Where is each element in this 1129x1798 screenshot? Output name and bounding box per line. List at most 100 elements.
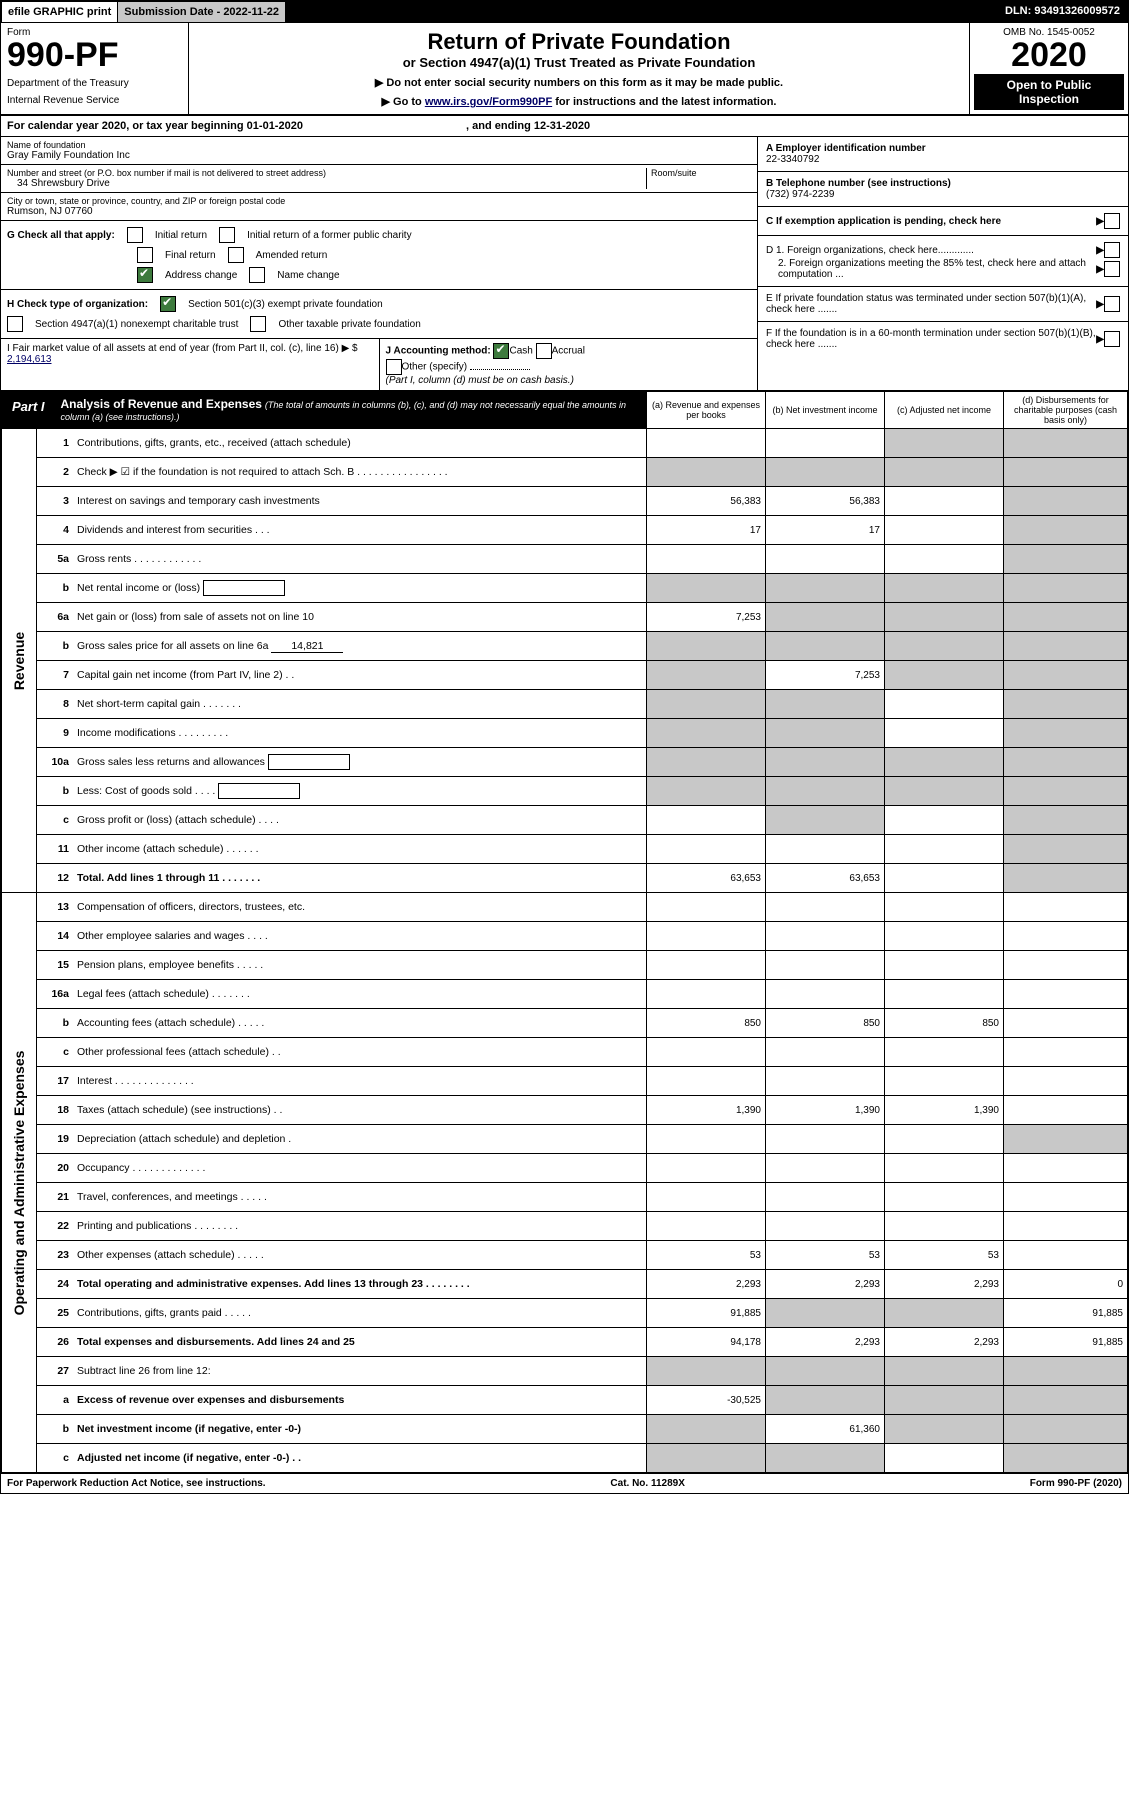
table-row: 8Net short-term capital gain . . . . . .… [2,690,1128,719]
cell-b: 56,383 [766,487,885,516]
table-row: 17Interest . . . . . . . . . . . . . . [2,1067,1128,1096]
cell-c [885,1357,1004,1386]
initial-return-checkbox[interactable] [127,227,143,243]
section-j: J Accounting method: Cash Accrual Other … [380,339,758,390]
cell-a [647,1444,766,1473]
cell-c [885,864,1004,893]
cell-b [766,806,885,835]
cell-b [766,777,885,806]
cell-d [1004,632,1128,661]
line-number: 4 [37,516,74,545]
cell-c [885,1299,1004,1328]
s4947-checkbox[interactable] [7,316,23,332]
foreign-org-checkbox[interactable] [1104,242,1120,258]
final-return-label: Final return [165,250,216,261]
cell-d [1004,922,1128,951]
cell-b [766,574,885,603]
col-a-header: (a) Revenue and expenses per books [647,392,766,429]
line-label: Accounting fees (attach schedule) . . . … [73,1009,647,1038]
cell-a: 53 [647,1241,766,1270]
line-number: 27 [37,1357,74,1386]
ein-label: A Employer identification number [766,143,1120,154]
table-row: 3Interest on savings and temporary cash … [2,487,1128,516]
initial-former-checkbox[interactable] [219,227,235,243]
s501c3-checkbox[interactable] [160,296,176,312]
cell-a [647,1212,766,1241]
cell-b: 1,390 [766,1096,885,1125]
line-label: Occupancy . . . . . . . . . . . . . [73,1154,647,1183]
arrow-icon: ▶ [1096,299,1104,310]
col-b-header: (b) Net investment income [766,392,885,429]
cell-c [885,777,1004,806]
phone-label: B Telephone number (see instructions) [766,178,1120,189]
part1-tag: Part I [2,393,55,427]
line-label: Contributions, gifts, grants, etc., rece… [73,429,647,458]
cell-a [647,545,766,574]
line-number: 19 [37,1125,74,1154]
foundation-name: Gray Family Foundation Inc [7,150,751,161]
line-label: Contributions, gifts, grants paid . . . … [73,1299,647,1328]
cell-b [766,1154,885,1183]
cell-b [766,1125,885,1154]
line-number: b [37,1415,74,1444]
arrow-icon: ▶ [1096,216,1104,227]
line-label: Excess of revenue over expenses and disb… [73,1386,647,1415]
cell-a [647,893,766,922]
s501c3-label: Section 501(c)(3) exempt private foundat… [188,299,383,310]
year-end: 12-31-2020 [534,120,590,132]
cell-a [647,951,766,980]
amended-return-label: Amended return [256,250,328,261]
line-number: 16a [37,980,74,1009]
exemption-pending-checkbox[interactable] [1104,213,1120,229]
status-terminated-checkbox[interactable] [1104,296,1120,312]
cell-b [766,951,885,980]
table-row: 26Total expenses and disbursements. Add … [2,1328,1128,1357]
other-method-checkbox[interactable] [386,359,402,375]
table-row: 15Pension plans, employee benefits . . .… [2,951,1128,980]
cell-d [1004,1183,1128,1212]
cell-b [766,632,885,661]
name-change-checkbox[interactable] [249,267,265,283]
60month-checkbox[interactable] [1104,331,1120,347]
cell-c [885,1415,1004,1444]
other-taxable-label: Other taxable private foundation [278,319,420,330]
line-number: 13 [37,893,74,922]
instructions-link[interactable]: www.irs.gov/Form990PF [425,96,552,108]
line-number: 17 [37,1067,74,1096]
line-label: Other professional fees (attach schedule… [73,1038,647,1067]
fmv-value[interactable]: 2,194,613 [7,354,52,365]
cell-c [885,487,1004,516]
cell-b: 63,653 [766,864,885,893]
cell-a [647,1067,766,1096]
cell-b [766,690,885,719]
cell-b [766,1386,885,1415]
cell-c [885,603,1004,632]
cell-a [647,835,766,864]
cell-b: 2,293 [766,1270,885,1299]
cell-c [885,1444,1004,1473]
foreign-85-checkbox[interactable] [1104,261,1120,277]
line-label: Other employee salaries and wages . . . … [73,922,647,951]
revenue-side-label: Revenue [11,631,27,689]
address-change-checkbox[interactable] [137,267,153,283]
table-row: 27Subtract line 26 from line 12: [2,1357,1128,1386]
other-taxable-checkbox[interactable] [250,316,266,332]
cash-checkbox[interactable] [493,343,509,359]
line-number: 14 [37,922,74,951]
line-number: b [37,632,74,661]
accrual-checkbox[interactable] [536,343,552,359]
line-number: 3 [37,487,74,516]
cell-d [1004,1415,1128,1444]
cell-c [885,661,1004,690]
amended-return-checkbox[interactable] [228,247,244,263]
line-label: Depreciation (attach schedule) and deple… [73,1125,647,1154]
phone-value: (732) 974-2239 [766,189,1120,200]
cell-a [647,980,766,1009]
calendar-year-row: For calendar year 2020, or tax year begi… [1,116,1128,137]
cell-b [766,922,885,951]
f-label: F If the foundation is in a 60-month ter… [766,328,1096,350]
final-return-checkbox[interactable] [137,247,153,263]
efile-print-button[interactable]: efile GRAPHIC print [1,1,118,23]
page-footer: For Paperwork Reduction Act Notice, see … [1,1473,1128,1493]
table-row: 19Depreciation (attach schedule) and dep… [2,1125,1128,1154]
